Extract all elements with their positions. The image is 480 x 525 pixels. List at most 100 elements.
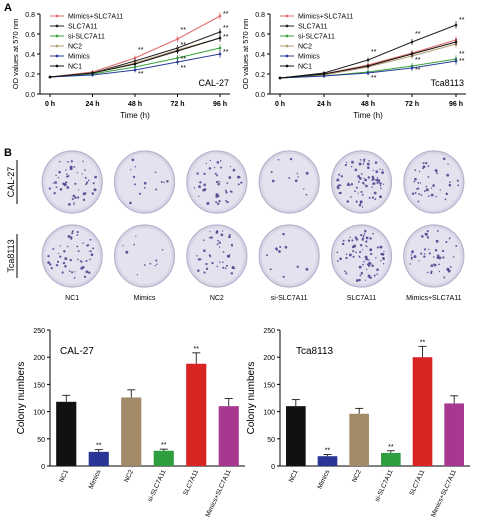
colony	[338, 191, 341, 195]
significance-mark: **	[371, 49, 377, 56]
colony	[74, 196, 77, 199]
significance-mark: **	[181, 42, 187, 49]
colony	[445, 240, 448, 244]
colony	[346, 183, 350, 187]
y-tick-label: 0.2	[255, 72, 265, 79]
colony	[360, 173, 363, 175]
dish-column-label: NC1	[65, 295, 79, 302]
colony	[85, 183, 88, 186]
colony	[226, 201, 229, 204]
colony	[414, 169, 417, 171]
colony	[78, 189, 80, 191]
colony	[130, 168, 132, 171]
legend-marker	[285, 24, 289, 28]
significance-mark: **	[459, 51, 465, 58]
colony	[219, 160, 222, 162]
colony	[278, 250, 281, 253]
colony	[443, 276, 446, 279]
colony	[447, 163, 449, 165]
colony	[420, 252, 423, 255]
colony	[66, 175, 68, 178]
x-tick-label: SLC7A11	[182, 469, 200, 497]
colony	[448, 183, 452, 187]
data-point	[454, 23, 458, 27]
colony	[432, 184, 435, 187]
colony	[81, 261, 83, 263]
colony	[362, 263, 364, 266]
colony	[368, 160, 370, 162]
x-tick-label: Mimics	[88, 468, 103, 490]
colony	[425, 185, 428, 188]
colony	[365, 257, 369, 261]
colony	[67, 161, 69, 163]
colony	[216, 161, 220, 164]
colony	[355, 186, 358, 189]
colony	[202, 249, 206, 253]
colony	[361, 271, 363, 274]
legend-marker	[285, 54, 289, 58]
colony	[82, 160, 84, 163]
colony	[76, 230, 79, 234]
data-point	[454, 59, 458, 63]
y-tick-label: 0.8	[255, 12, 265, 19]
colony	[363, 177, 365, 179]
colony	[358, 162, 362, 166]
colony	[435, 239, 439, 243]
dish-inner	[45, 228, 100, 284]
colony	[347, 239, 351, 242]
legend-marker	[285, 64, 289, 68]
colony	[371, 175, 375, 179]
dish-column-label: NC2	[210, 295, 224, 302]
colony	[350, 196, 352, 198]
data-point	[218, 30, 222, 34]
colony	[359, 274, 362, 277]
colony	[368, 274, 370, 277]
significance-mark: **	[223, 11, 229, 18]
colony	[205, 262, 208, 266]
colony	[426, 236, 430, 239]
colony	[122, 244, 124, 247]
data-point	[176, 60, 179, 64]
colony	[337, 187, 340, 190]
colony	[344, 163, 347, 167]
colony	[218, 200, 221, 203]
colony	[125, 250, 129, 254]
y-tick-label: 250	[263, 328, 275, 335]
colony	[436, 230, 439, 232]
colony	[71, 271, 74, 274]
colony	[155, 259, 158, 262]
colony	[428, 248, 430, 251]
colony	[89, 238, 92, 241]
colony-dish-grid: CAL-27 Tca8113 NC1 Mimics NC2 si-SLC7A11 SLC7A…	[6, 150, 465, 302]
legend-entry: si-SLC7A11	[298, 34, 335, 41]
colony	[143, 264, 146, 266]
colony	[55, 174, 57, 177]
legend-marker	[285, 44, 289, 48]
colony	[85, 181, 89, 184]
legend-entry: Mimics	[68, 54, 90, 61]
colony	[68, 202, 71, 206]
colony	[205, 267, 209, 271]
colony	[360, 190, 363, 193]
colony	[74, 182, 77, 185]
colony	[379, 182, 382, 185]
colony	[362, 235, 365, 237]
colony	[213, 166, 216, 169]
colony	[359, 200, 363, 204]
x-tick-label: SLC7A11	[408, 469, 426, 497]
colony	[47, 261, 50, 264]
colony	[220, 233, 224, 237]
colony	[375, 257, 377, 259]
colony	[91, 254, 94, 256]
data-point	[176, 56, 179, 60]
y-axis-label: Colony numbers	[16, 362, 27, 435]
significance-mark: **	[325, 448, 331, 455]
bar-chart-cal27: 0 50 100 150 200 250 Colony numbers NC1 ** Mimics…	[16, 328, 245, 518]
bar	[381, 452, 401, 466]
colony	[350, 165, 353, 168]
colony	[196, 172, 199, 175]
colony	[136, 274, 139, 276]
panel-label-a: A	[4, 2, 12, 14]
colony	[193, 187, 196, 189]
